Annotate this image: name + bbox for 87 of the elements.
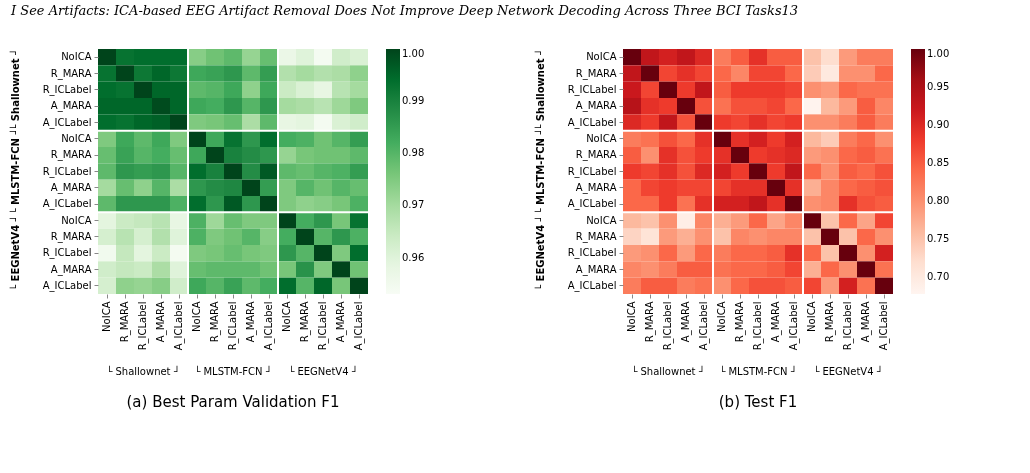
x-tick-label: A_ICLabel xyxy=(878,301,890,351)
text: └ MLSTM-FCN ┘ xyxy=(10,128,21,215)
x-tick-label: R_ICLabel xyxy=(137,301,149,351)
y-tick-label: NoICA xyxy=(586,51,617,63)
text: └ Shallownet ┘ xyxy=(106,365,180,377)
text: I See Artifacts: ICA-based EEG Artifact Removal Does Not Improve Deep Network Decoding Across Three BCI Tasks13 xyxy=(10,3,799,18)
y-tick-label: A_MARA xyxy=(575,100,617,113)
x-tick-label: R_ICLabel xyxy=(317,301,329,351)
x-tick-label: A_ICLabel xyxy=(353,301,365,351)
color-bar-label: 0.98 xyxy=(402,147,425,159)
x-tick-label: A_ICLabel xyxy=(698,301,710,351)
y-tick-label: R_MARA xyxy=(50,67,92,80)
text: (a) Best Param Validation F1 xyxy=(126,393,340,411)
color-bar-label: 0.75 xyxy=(927,232,950,244)
y-tick-label: R_MARA xyxy=(50,149,92,162)
y-tick-label: R_ICLabel xyxy=(42,165,92,178)
color-bar-label: 1.00 xyxy=(927,48,950,59)
y-tick-label: A_MARA xyxy=(575,263,617,276)
x-tick-label: R_MARA xyxy=(209,301,221,343)
x-tick-label: A_ICLabel xyxy=(173,301,185,351)
y-tick-label: NoICA xyxy=(61,214,92,226)
color-bar-label: 0.95 xyxy=(927,80,950,92)
text: └ EEGNetV4 ┘ xyxy=(10,215,21,291)
x-tick-label: A_MARA xyxy=(680,301,692,343)
color-bar-label: 0.85 xyxy=(927,156,950,168)
x-tick-label: R_MARA xyxy=(824,301,836,343)
x-tick-label: NoICA xyxy=(191,301,202,332)
text: (b) Test F1 xyxy=(718,393,798,411)
text: └ EEGNetV4 ┘ xyxy=(288,365,358,377)
x-tick-label: A_MARA xyxy=(770,301,782,343)
y-tick-label: A_ICLabel xyxy=(42,198,92,211)
y-tick-label: R_MARA xyxy=(575,149,617,162)
x-tick-label: A_MARA xyxy=(155,301,167,343)
x-tick-label: NoICA xyxy=(281,301,292,332)
x-tick-label: NoICA xyxy=(626,301,637,332)
y-tick-label: R_ICLabel xyxy=(42,83,92,96)
y-tick-label: R_ICLabel xyxy=(42,247,92,260)
color-bar-label: 0.80 xyxy=(927,194,950,206)
color-bar-label: 1.00 xyxy=(402,48,425,59)
color-bar-label: 0.96 xyxy=(402,251,425,263)
y-tick-label: R_MARA xyxy=(575,230,617,243)
y-tick-label: A_ICLabel xyxy=(567,279,617,292)
x-tick-label: R_MARA xyxy=(119,301,131,343)
color-bar-label: 0.97 xyxy=(402,199,425,211)
y-tick-label: A_ICLabel xyxy=(567,116,617,129)
y-tick-label: R_ICLabel xyxy=(567,83,617,96)
x-tick-label: A_MARA xyxy=(245,301,257,343)
x-tick-label: NoICA xyxy=(806,301,817,332)
y-tick-label: R_ICLabel xyxy=(567,247,617,260)
text: └ Shallownet ┘ xyxy=(535,48,546,131)
x-tick-label: A_MARA xyxy=(335,301,347,343)
x-tick-label: NoICA xyxy=(101,301,112,332)
y-tick-label: NoICA xyxy=(61,51,92,63)
x-tick-label: A_MARA xyxy=(860,301,872,343)
x-tick-label: NoICA xyxy=(716,301,727,332)
x-tick-label: A_ICLabel xyxy=(788,301,800,351)
x-tick-label: R_ICLabel xyxy=(752,301,764,351)
color-bar-label: 0.90 xyxy=(927,118,950,130)
y-tick-label: A_MARA xyxy=(50,100,92,113)
text: └ MLSTM-FCN ┘ xyxy=(535,128,546,215)
y-tick-label: A_ICLabel xyxy=(42,279,92,292)
x-tick-label: R_MARA xyxy=(644,301,656,343)
x-tick-label: R_ICLabel xyxy=(662,301,674,351)
x-tick-label: A_ICLabel xyxy=(263,301,275,351)
text: └ EEGNetV4 ┘ xyxy=(535,215,546,291)
y-tick-label: R_MARA xyxy=(50,230,92,243)
y-tick-label: R_ICLabel xyxy=(567,165,617,178)
text: └ MLSTM-FCN ┘ xyxy=(194,365,272,377)
text: └ Shallownet ┘ xyxy=(631,365,705,377)
y-tick-label: A_ICLabel xyxy=(567,198,617,211)
y-tick-label: A_ICLabel xyxy=(42,116,92,129)
text: └ EEGNetV4 ┘ xyxy=(813,365,883,377)
x-tick-label: R_ICLabel xyxy=(842,301,854,351)
y-tick-label: R_MARA xyxy=(575,67,617,80)
text: └ MLSTM-FCN ┘ xyxy=(719,365,797,377)
y-tick-label: A_MARA xyxy=(575,181,617,194)
text: └ Shallownet ┘ xyxy=(10,48,21,131)
y-tick-label: A_MARA xyxy=(50,263,92,276)
x-tick-label: R_MARA xyxy=(299,301,311,343)
x-tick-label: R_ICLabel xyxy=(227,301,239,351)
color-bar-label: 0.99 xyxy=(402,95,425,107)
y-tick-label: NoICA xyxy=(586,214,617,226)
x-tick-label: R_MARA xyxy=(734,301,746,343)
y-tick-label: A_MARA xyxy=(50,181,92,194)
y-tick-label: NoICA xyxy=(586,132,617,144)
y-tick-label: NoICA xyxy=(61,132,92,144)
color-bar-label: 0.70 xyxy=(927,270,950,282)
